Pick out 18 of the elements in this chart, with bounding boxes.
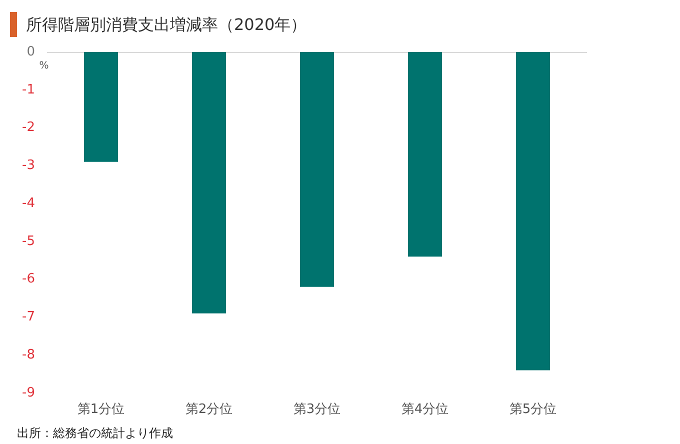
y-tick-label: -4	[22, 196, 35, 211]
y-tick-label: -6	[22, 272, 35, 287]
x-tick-label: 第5分位	[509, 402, 557, 418]
y-tick-label: -1	[22, 82, 35, 98]
y-tick-label: -8	[22, 347, 35, 362]
x-tick-label: 第2分位	[185, 402, 233, 418]
y-tick-label: -5	[22, 234, 35, 249]
y-tick-label: -2	[22, 120, 35, 136]
y-tick-label: -3	[22, 158, 35, 174]
y-tick-label: 0	[26, 44, 35, 60]
x-tick-label: 第3分位	[293, 402, 341, 418]
text: 出所：総務省の統計より作成	[17, 425, 173, 441]
y-axis-title: %	[39, 60, 49, 72]
y-tick-label: -9	[22, 385, 35, 400]
x-tick-label: 第4分位	[401, 402, 449, 418]
chart-title: 所得階層別消費支出増減率（2020年）	[26, 14, 307, 36]
y-tick-label: -7	[22, 310, 35, 325]
x-tick-label: 第1分位	[77, 402, 125, 418]
